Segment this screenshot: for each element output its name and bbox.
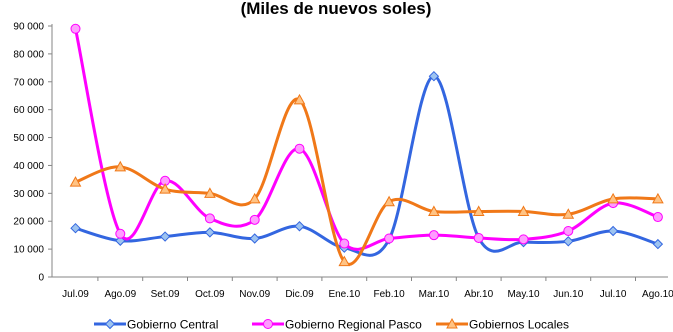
series-gobiernos-locales bbox=[69, 93, 664, 267]
x-tick-label: Feb.10 bbox=[374, 289, 406, 300]
y-tick-label: 80 000 bbox=[13, 49, 44, 60]
legend-item: Gobierno Central bbox=[94, 318, 218, 332]
data-point bbox=[115, 228, 126, 239]
x-tick-label: Oct.09 bbox=[195, 289, 225, 300]
x-tick-label: Jul.09 bbox=[62, 289, 89, 300]
axes: 0 10 000 20 000 30 000 40 000 50 000 60 000 70 … bbox=[13, 22, 673, 301]
data-point bbox=[159, 183, 171, 194]
y-tick-label: 30 000 bbox=[13, 189, 44, 200]
x-tick-label: May.10 bbox=[507, 289, 539, 300]
series-line bbox=[74, 28, 659, 251]
data-point bbox=[384, 233, 395, 244]
x-tick-label: Set.09 bbox=[151, 289, 180, 300]
data-point bbox=[294, 143, 305, 154]
data-point bbox=[294, 221, 305, 232]
data-point bbox=[652, 212, 663, 223]
legend-item: Gobiernos Locales bbox=[436, 318, 569, 332]
data-point bbox=[562, 208, 575, 219]
x-tick-label: Abr.10 bbox=[464, 289, 493, 300]
y-tick-label: 70 000 bbox=[13, 77, 44, 88]
data-point bbox=[517, 205, 530, 216]
x-tick-label: Ene.10 bbox=[328, 289, 360, 300]
data-point bbox=[473, 232, 484, 243]
data-point bbox=[248, 192, 261, 204]
series-gobierno-regional-pasco bbox=[70, 23, 663, 251]
legend: Gobierno Central Gobierno Regional Pasco G… bbox=[94, 318, 569, 332]
data-point bbox=[652, 192, 664, 204]
data-point bbox=[249, 214, 260, 225]
legend-label: Gobierno Central bbox=[127, 318, 218, 332]
x-tick-label: Mar.10 bbox=[419, 289, 450, 300]
data-point bbox=[428, 205, 440, 216]
data-point bbox=[293, 93, 306, 105]
legend-label: Gobiernos Locales bbox=[469, 318, 569, 332]
legend-marker bbox=[263, 319, 273, 329]
data-point bbox=[607, 225, 619, 237]
data-point bbox=[114, 160, 127, 172]
data-point bbox=[249, 233, 260, 244]
x-tick-label: Ago.10 bbox=[642, 289, 673, 300]
data-point bbox=[70, 23, 81, 34]
series-layer bbox=[69, 23, 664, 267]
x-tick-label: Dic.09 bbox=[285, 289, 314, 300]
y-tick-label: 10 000 bbox=[13, 245, 44, 256]
data-point bbox=[204, 213, 215, 224]
data-point bbox=[563, 225, 574, 236]
x-tick-label: Nov.09 bbox=[239, 289, 270, 300]
legend-label: Gobierno Regional Pasco bbox=[285, 318, 422, 332]
data-point bbox=[428, 70, 440, 82]
data-point bbox=[204, 187, 216, 198]
data-point bbox=[204, 227, 216, 238]
data-point bbox=[428, 230, 439, 241]
chart-title: (Miles de nuevos soles) bbox=[241, 0, 432, 18]
data-point bbox=[563, 236, 574, 247]
y-tick-label: 20 000 bbox=[13, 217, 44, 228]
data-point bbox=[339, 238, 350, 249]
y-tick-label: 60 000 bbox=[13, 105, 44, 116]
data-point bbox=[70, 222, 81, 234]
legend-marker bbox=[104, 318, 116, 330]
data-point bbox=[652, 238, 664, 250]
data-point bbox=[338, 255, 351, 267]
data-point bbox=[472, 205, 485, 216]
x-tick-label: Jul.10 bbox=[600, 289, 627, 300]
data-point bbox=[607, 192, 619, 204]
x-tick-label: Jun.10 bbox=[553, 289, 583, 300]
data-point bbox=[518, 234, 529, 245]
legend-marker bbox=[446, 317, 458, 329]
data-point bbox=[69, 176, 82, 187]
y-tick-label: 0 bbox=[38, 273, 44, 284]
data-point bbox=[159, 231, 171, 242]
y-tick-label: 90 000 bbox=[13, 22, 44, 33]
legend-item: Gobierno Regional Pasco bbox=[252, 318, 422, 332]
data-point bbox=[383, 195, 395, 207]
y-tick-label: 40 000 bbox=[13, 161, 44, 172]
y-tick-label: 50 000 bbox=[13, 133, 44, 144]
x-tick-label: Ago.09 bbox=[104, 289, 136, 300]
